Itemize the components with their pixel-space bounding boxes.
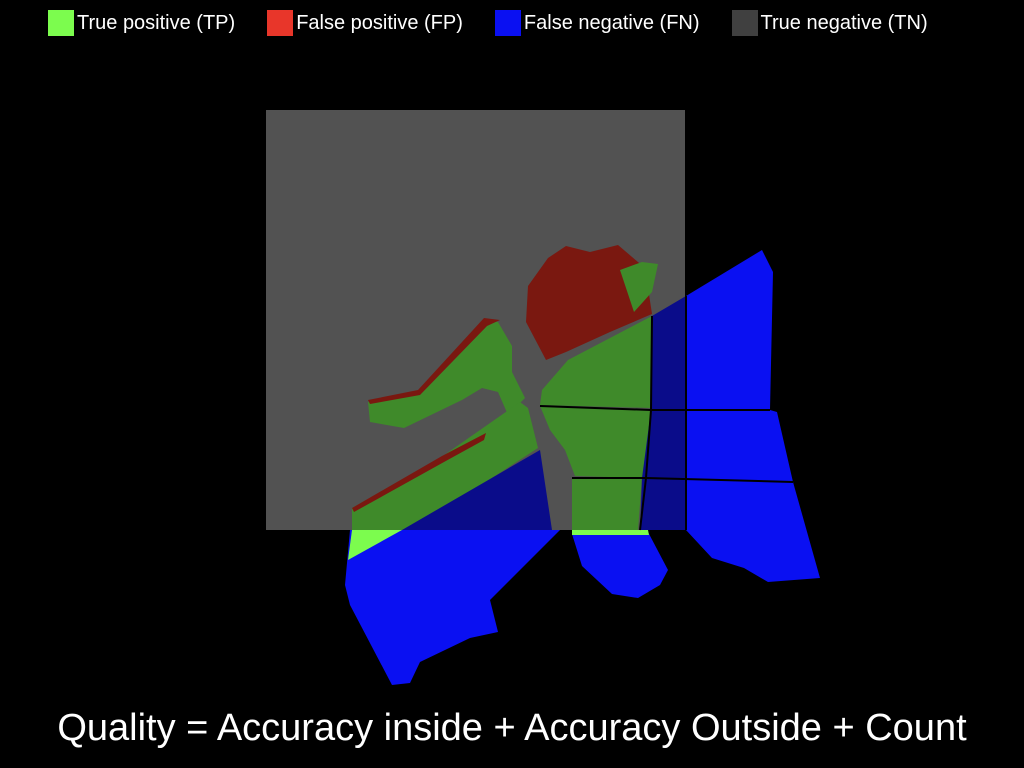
fp-edge-lower-left (352, 433, 486, 512)
legend-swatch-fp (267, 10, 294, 36)
fn-region-left-outside (345, 530, 560, 685)
legend-item-tn: True negative (TN) (731, 10, 928, 36)
tp-region-middle (540, 406, 651, 478)
outside-regions (345, 250, 820, 685)
inside-regions (352, 245, 686, 530)
tp-region-middle-upper (540, 316, 652, 408)
fp-edge-upper-left (368, 318, 500, 404)
legend-item-fp: False positive (FP) (267, 10, 463, 36)
parcel-boundaries (539, 296, 794, 531)
tp-region-middle-lower (572, 478, 642, 530)
tp-region-upper-left (368, 320, 525, 428)
legend-label-tp: True positive (TP) (77, 11, 236, 34)
legend-item-fn: False negative (FN) (494, 10, 700, 36)
fn-region-inside-right (640, 296, 686, 530)
legend: True positive (TP) False positive (FP) F… (48, 10, 928, 36)
fp-region-top (526, 245, 652, 360)
tp-region-lower-left (352, 402, 538, 530)
legend-label-tn: True negative (TN) (760, 11, 928, 34)
tp-region-top-notch (620, 262, 658, 312)
boundary-line-3 (639, 315, 653, 531)
legend-swatch-tp (48, 10, 74, 36)
legend-swatch-tn (731, 10, 758, 36)
tp-region-bottom-left (348, 530, 402, 560)
quality-formula: Quality = Accuracy inside + Accuracy Out… (57, 707, 967, 749)
fn-region-middle-outside (572, 532, 668, 598)
tp-strip-bottom-middle (572, 530, 649, 535)
fn-region-right (686, 250, 820, 582)
legend-label-fn: False negative (FN) (523, 11, 700, 34)
legend-swatch-fn (494, 10, 521, 36)
legend-item-tp: True positive (TP) (48, 10, 235, 36)
legend-label-fp: False positive (FP) (296, 11, 463, 34)
fn-region-inside-left (402, 450, 552, 530)
